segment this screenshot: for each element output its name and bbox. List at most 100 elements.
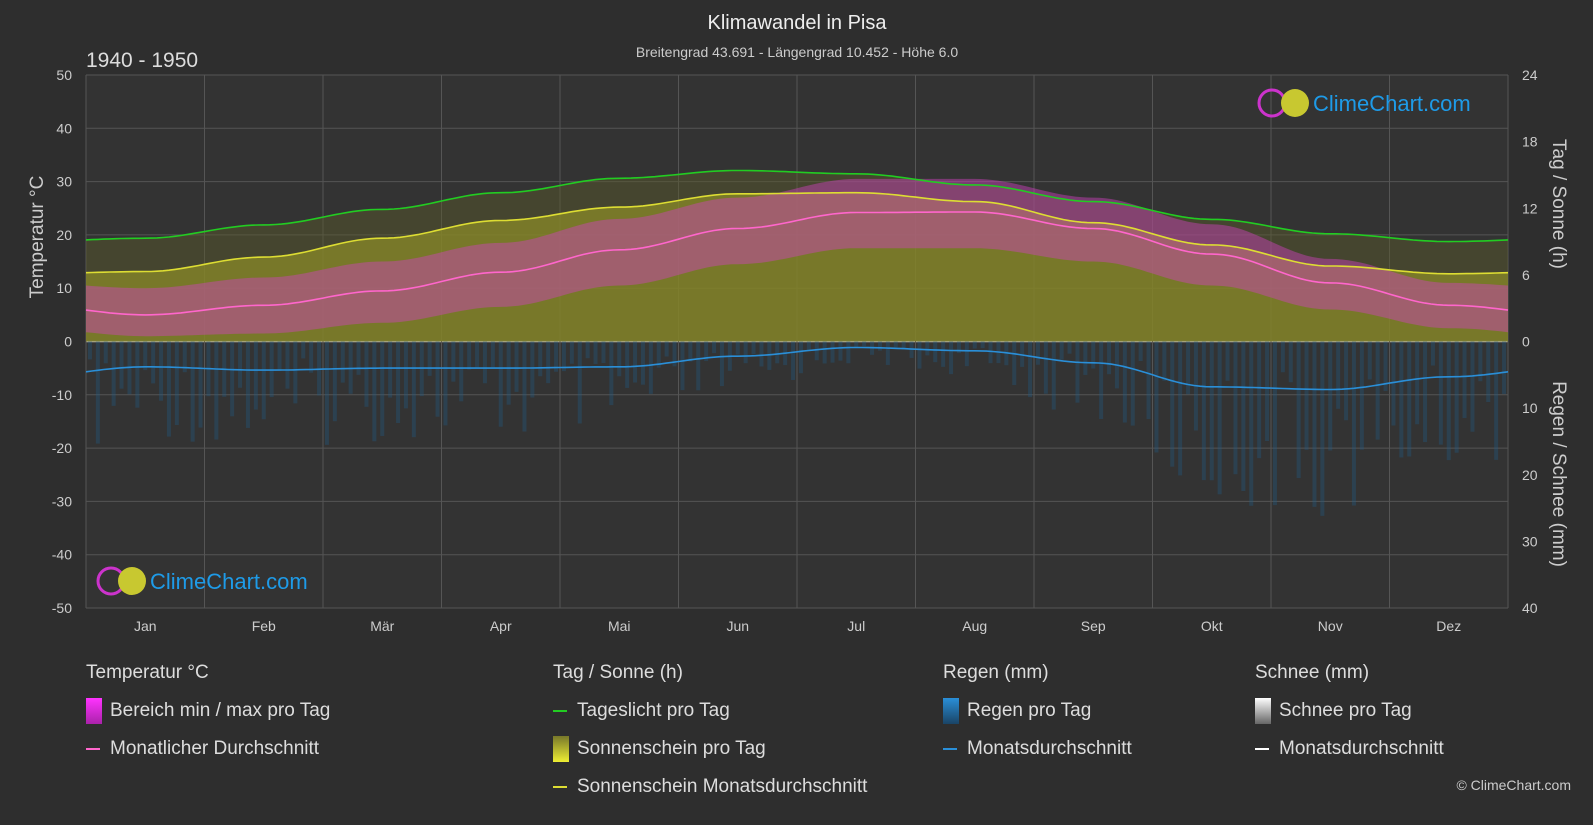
legend-snow-avg: Monatsdurchschnitt	[1255, 736, 1444, 762]
left-tick-label: 0	[64, 334, 72, 350]
rain-day-bar	[1391, 341, 1396, 426]
swatch-rain-daily	[943, 698, 959, 724]
rain-day-bar	[380, 341, 385, 436]
rain-day-bar	[356, 341, 361, 375]
temperature-range-fill	[86, 178, 1508, 337]
legend-daylight: Tageslicht pro Tag	[553, 698, 867, 724]
right-axis-ticks: 24 18 12 6 0 10 20 30 40	[1522, 67, 1538, 616]
rain-day-bar	[893, 341, 898, 348]
rain-day-bar	[411, 341, 416, 438]
legend-label: Schnee pro Tag	[1279, 700, 1412, 721]
month-tick-label: Jan	[134, 618, 157, 634]
right-axis-title-rain: Regen / Schnee (mm)	[1548, 381, 1569, 567]
rain-day-bar	[498, 341, 503, 427]
left-axis-title: Temperatur °C	[27, 176, 48, 299]
rain-day-bar	[712, 341, 717, 354]
rain-day-bar	[822, 341, 827, 364]
legend-sun-heading: Tag / Sonne (h)	[553, 662, 683, 683]
legend-sunshine-daily: Sonnenschein pro Tag	[553, 736, 867, 762]
swatch-snow-daily	[1255, 698, 1271, 724]
rain-day-bar	[854, 341, 859, 348]
right-axis-title-sun: Tag / Sonne (h)	[1548, 139, 1569, 269]
rain-day-bar	[561, 341, 566, 372]
rain-day-bar	[332, 341, 337, 422]
rain-day-bar	[1502, 341, 1507, 394]
rain-day-bar	[238, 341, 243, 388]
swatch-temp-avg	[86, 748, 100, 750]
month-tick-label: Nov	[1318, 618, 1343, 634]
rain-day-bar	[1367, 341, 1372, 380]
rain-day-bar	[806, 341, 811, 351]
rain-day-bar	[1486, 341, 1491, 403]
rain-day-bar	[1359, 341, 1364, 450]
rain-day-bar	[633, 341, 638, 383]
month-tick-label: Mai	[608, 618, 631, 634]
rain-day-bar	[467, 341, 472, 370]
rain-day-bar	[119, 341, 124, 389]
rain-day-bar	[546, 341, 551, 384]
rain-day-bar	[917, 341, 922, 369]
legend-rain-avg: Monatsdurchschnitt	[943, 736, 1132, 762]
rain-day-bar	[1130, 341, 1135, 426]
rain-day-bar	[1091, 341, 1096, 369]
rain-day-bar	[1209, 341, 1214, 481]
rain-day-bar	[1399, 341, 1404, 458]
chart-subtitle: Breitengrad 43.691 - Längengrad 10.452 -…	[636, 44, 958, 60]
swatch-snow-avg	[1255, 748, 1269, 750]
series-lines	[85, 169, 1509, 391]
rain-day-bar	[1296, 341, 1301, 479]
rain-day-bar	[901, 341, 906, 350]
rain-day-bar	[1217, 341, 1222, 495]
legend-label: Monatsdurchschnitt	[1279, 738, 1444, 759]
rain-day-bar	[759, 341, 764, 367]
right-tick-rain-label: 20	[1522, 467, 1538, 483]
rain-day-bar	[427, 341, 432, 376]
rain-day-bar	[1383, 341, 1388, 391]
legend-rain: Regen (mm) Regen pro Tag Monatsdurchschn…	[943, 660, 1132, 774]
rain-day-bar	[1075, 341, 1080, 403]
rain-day-bar	[601, 341, 606, 364]
rain-day-bar	[538, 341, 543, 377]
legend-label: Sonnenschein pro Tag	[577, 738, 766, 759]
swatch-rain-avg	[943, 748, 957, 750]
legend-temp-heading: Temperatur °C	[86, 662, 209, 683]
temperature-range-area	[86, 178, 1508, 337]
rain-day-bar	[1067, 341, 1072, 354]
rain-day-bar	[1336, 341, 1341, 409]
left-tick-label: -50	[52, 600, 72, 616]
rain-day-bar	[1454, 341, 1459, 453]
rain-day-bar	[309, 341, 314, 373]
month-tick-label: Jun	[726, 618, 749, 634]
legend-temp-range: Bereich min / max pro Tag	[86, 698, 330, 724]
rain-day-bar	[569, 341, 574, 364]
logo-sun-icon	[1281, 89, 1309, 117]
legend-sunshine-avg: Sonnenschein Monatsdurchschnitt	[553, 774, 867, 800]
rain-day-bar	[1051, 341, 1056, 410]
rain-day-bar	[451, 341, 456, 382]
legend-rain-heading: Regen (mm)	[943, 662, 1049, 683]
right-tick-sun-label: 12	[1522, 200, 1538, 216]
left-tick-label: 30	[56, 174, 72, 190]
swatch-sunshine-avg	[553, 786, 567, 788]
rain-day-bar	[1257, 341, 1262, 459]
month-tick-label: Feb	[252, 618, 276, 634]
rain-day-bar	[925, 341, 930, 356]
rain-day-bar	[1430, 341, 1435, 366]
rain-day-bar	[1122, 341, 1127, 423]
rain-day-bar	[1423, 341, 1428, 443]
rain-day-bar	[656, 341, 661, 368]
rain-day-bar	[1446, 341, 1451, 461]
rain-day-bar	[1470, 341, 1475, 432]
rain-day-bar	[1438, 341, 1443, 445]
legend-label: Bereich min / max pro Tag	[110, 700, 331, 721]
rain-day-bar	[1107, 341, 1112, 375]
logo-bottom: ClimeChart.com	[96, 566, 308, 596]
swatch-daylight	[553, 710, 567, 712]
legend-label: Monatsdurchschnitt	[967, 738, 1132, 759]
rain-day-bar	[696, 341, 701, 391]
rain-day-bar	[1146, 341, 1151, 420]
legend-temp: Temperatur °C Bereich min / max pro Tag …	[86, 660, 330, 774]
rain-day-bar	[1351, 341, 1356, 506]
rain-day-bar	[166, 341, 171, 437]
series-line-sun	[85, 169, 1509, 243]
